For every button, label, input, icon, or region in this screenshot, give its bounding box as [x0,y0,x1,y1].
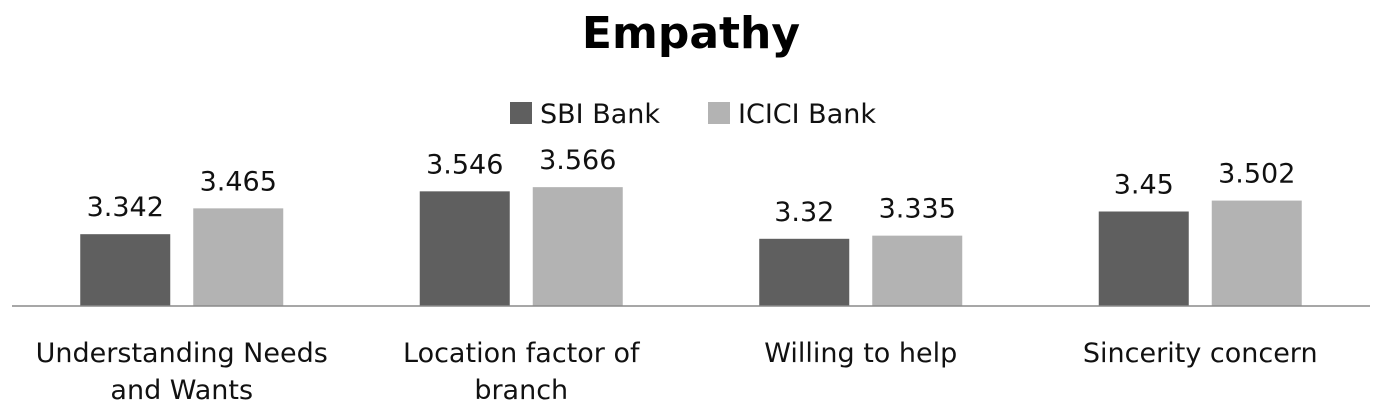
data-label-sbi-0: 3.342 [87,192,164,223]
data-label-icici-1: 3.566 [539,145,616,176]
category-label-2: Willing to help [764,338,957,369]
data-label-icici-2: 3.335 [879,194,956,225]
bar-sbi-1 [419,191,510,306]
legend-label-icici: ICICI Bank [738,99,876,130]
bar-sbi-0 [80,234,171,306]
data-labels: 3.342 3.465 3.546 3.566 3.32 3.335 3.45 3.502 [87,145,1296,228]
chart-title: Empathy [582,8,800,59]
bar-sbi-3 [1098,211,1189,306]
bar-sbi-2 [759,238,850,306]
data-label-icici-3: 3.502 [1218,159,1295,190]
category-label-3: Sincerity concern [1083,338,1318,369]
legend-label-sbi: SBI Bank [540,99,660,130]
bar-icici-0 [193,208,284,306]
data-label-sbi-2: 3.32 [774,197,834,228]
category-labels: Understanding Needs and Wants Location fac… [36,338,1318,406]
legend-swatch-icici [708,102,730,124]
legend-swatch-sbi [510,102,532,124]
bar-icici-1 [532,187,623,306]
bar-icici-3 [1211,200,1302,306]
category-label-1: Location factor of branch [403,338,641,406]
bar-icici-2 [872,235,963,306]
bars [80,187,1302,306]
category-label-0: Understanding Needs and Wants [36,338,328,406]
data-label-sbi-3: 3.45 [1114,170,1174,201]
data-label-sbi-1: 3.546 [426,149,503,180]
legend: SBI Bank ICICI Bank [510,99,876,130]
data-label-icici-0: 3.465 [200,166,277,197]
